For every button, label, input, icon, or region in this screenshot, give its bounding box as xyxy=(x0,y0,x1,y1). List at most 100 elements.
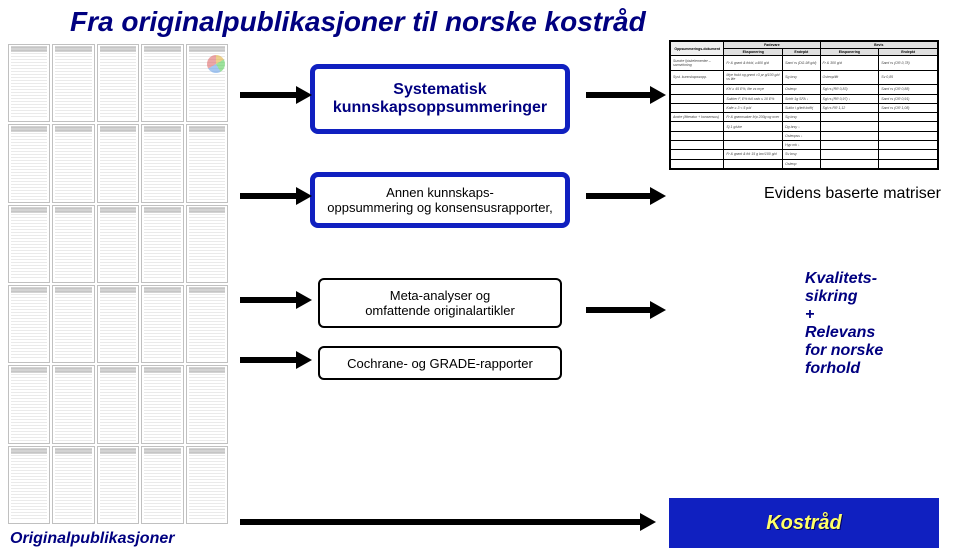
matrix-cell xyxy=(671,103,724,112)
matrix-cell xyxy=(671,85,724,94)
matrix-cell xyxy=(879,150,938,159)
pub-thumb xyxy=(186,365,228,443)
matrix-cell xyxy=(724,131,783,140)
pub-thumb xyxy=(186,285,228,363)
pub-thumb xyxy=(52,285,94,363)
evidence-matrix: Oppsummerings-dokument Fødevare Bevis Ek… xyxy=(669,40,939,170)
matrix-cell: Osteop xyxy=(783,85,820,94)
matrix-h: Fødevare xyxy=(724,42,820,49)
matrix-h: Endepkt xyxy=(879,49,938,56)
pub-thumb xyxy=(52,446,94,524)
matrix-cell: Sv 0,85 xyxy=(879,70,938,85)
pub-thumb xyxy=(8,446,50,524)
quality-line: sikring xyxy=(805,288,935,306)
pub-thumb xyxy=(186,44,228,122)
matrix-cell xyxy=(671,159,724,168)
box-line: Cochrane- og GRADE-rapporter xyxy=(347,356,533,371)
matrix-cell: Fr & 300 g/d xyxy=(820,56,879,71)
arrow-icon xyxy=(240,513,656,531)
matrix-cell: Saml rs (DG-98 g/d) xyxy=(783,56,820,71)
pub-thumb xyxy=(141,446,183,524)
arrow-icon xyxy=(586,187,666,205)
matrix-cell xyxy=(724,159,783,168)
matrix-h: Endepkt xyxy=(783,49,820,56)
pub-thumb xyxy=(8,124,50,202)
matrix-cell: Syst. kunnskapssopp. xyxy=(671,70,724,85)
matrix-cell: Osteop/litt xyxy=(820,70,879,85)
matrix-cell: Saml rs (OR-0,78) xyxy=(879,56,938,71)
box-line: Annen kunnskaps- xyxy=(386,185,494,200)
matrix-cell: Sukker F, E% full calo ≤ 10 E% xyxy=(724,94,783,103)
quality-line: Relevans xyxy=(805,324,935,342)
pub-thumb xyxy=(52,124,94,202)
box-meta-analyses: Meta-analyser og omfattende originalarti… xyxy=(318,278,562,328)
box-line: Meta-analyser og xyxy=(390,288,490,303)
pub-thumb xyxy=(52,44,94,122)
pub-thumb xyxy=(141,44,183,122)
quality-line: forhold xyxy=(805,360,935,378)
pub-thumb xyxy=(97,365,139,443)
publications-grid xyxy=(8,44,228,524)
box-systematic: Systematisk kunnskapsoppsummeringer xyxy=(310,64,570,134)
matrix-cell xyxy=(820,159,879,168)
matrix-cell xyxy=(724,141,783,150)
matrix-h: Eksponering xyxy=(724,49,783,56)
matrix-cell xyxy=(671,94,724,103)
pub-thumb xyxy=(8,205,50,283)
matrix-cell xyxy=(671,122,724,131)
matrix-cell: Sv brsy xyxy=(783,150,820,159)
matrix-cell: Sukkr i g/tett koffrj xyxy=(783,103,820,112)
quality-text: Kvalitets- sikring + Relevans for norske… xyxy=(805,270,935,378)
pub-thumb xyxy=(186,446,228,524)
matrix-cell: Sgl rs (RR 0,97) ↓ xyxy=(820,94,879,103)
arrow-icon xyxy=(240,187,312,205)
box-line: oppsummering og konsensusrapporter, xyxy=(327,200,552,215)
matrix-h: Bevis xyxy=(820,42,938,49)
pub-thumb xyxy=(186,124,228,202)
matrix-cell xyxy=(879,141,938,150)
pub-thumb xyxy=(8,285,50,363)
arrow-icon xyxy=(586,86,666,104)
matrix-cell: Saml rs (OR 0,88) xyxy=(879,85,938,94)
matrix-cell: Saml rs (OR 1,08) xyxy=(879,103,938,112)
matrix-cell xyxy=(820,131,879,140)
matrix-cell xyxy=(879,113,938,122)
pub-thumb xyxy=(97,285,139,363)
matrix-cell: Sg brsy xyxy=(783,113,820,122)
kostrad-label: Kostråd xyxy=(669,498,939,548)
box-line: omfattende originalartikler xyxy=(365,303,515,318)
matrix-cell: Sg brsy xyxy=(783,70,820,85)
matrix-table: Oppsummerings-dokument Fødevare Bevis Ek… xyxy=(670,41,938,169)
publications-label: Originalpublikasjoner xyxy=(10,530,174,548)
box-line: Systematisk xyxy=(393,81,486,99)
matrix-cell: Mye frukt og grønt >3 pr g/100 g/d vs li… xyxy=(724,70,783,85)
matrix-cell: Fr & grønt & frk 15 g brc/100 g/d xyxy=(724,150,783,159)
arrow-icon xyxy=(240,291,312,309)
matrix-cell: Andre (litteratur + konsensus) xyxy=(671,113,724,122)
matrix-cell: Dg brsy ↓ xyxy=(783,122,820,131)
box-cochrane-grade: Cochrane- og GRADE-rapporter xyxy=(318,346,562,380)
pub-thumb xyxy=(97,44,139,122)
matrix-cell: Osteopss ↓ xyxy=(783,131,820,140)
matrix-cell: KH ≥ 45 E%, lite vs mye xyxy=(724,85,783,94)
matrix-cell xyxy=(820,113,879,122)
matrix-cell: Fr & grønt & frk/d, ≥400 g/d xyxy=(724,56,783,71)
pub-thumb xyxy=(52,205,94,283)
matrix-cell: Schfr 1g SFA ↓ xyxy=(783,94,820,103)
evidence-matrix-label: Evidens baserte matriser xyxy=(764,185,941,203)
matrix-cell xyxy=(820,141,879,150)
pub-thumb xyxy=(186,205,228,283)
matrix-cell xyxy=(671,150,724,159)
matrix-cell: Hyp mk ↓ xyxy=(783,141,820,150)
matrix-h: Eksponering xyxy=(820,49,879,56)
pub-thumb xyxy=(97,205,139,283)
box-other-summary: Annen kunnskaps- oppsummering og konsens… xyxy=(310,172,570,228)
arrow-icon xyxy=(586,301,666,319)
matrix-cell: Sgl rs (RR 0,83) xyxy=(820,85,879,94)
matrix-cell xyxy=(671,141,724,150)
matrix-cell xyxy=(879,131,938,140)
quality-line: Kvalitets- xyxy=(805,270,935,288)
arrow-icon xyxy=(240,351,312,369)
arrow-icon xyxy=(240,86,312,104)
pub-thumb xyxy=(97,446,139,524)
